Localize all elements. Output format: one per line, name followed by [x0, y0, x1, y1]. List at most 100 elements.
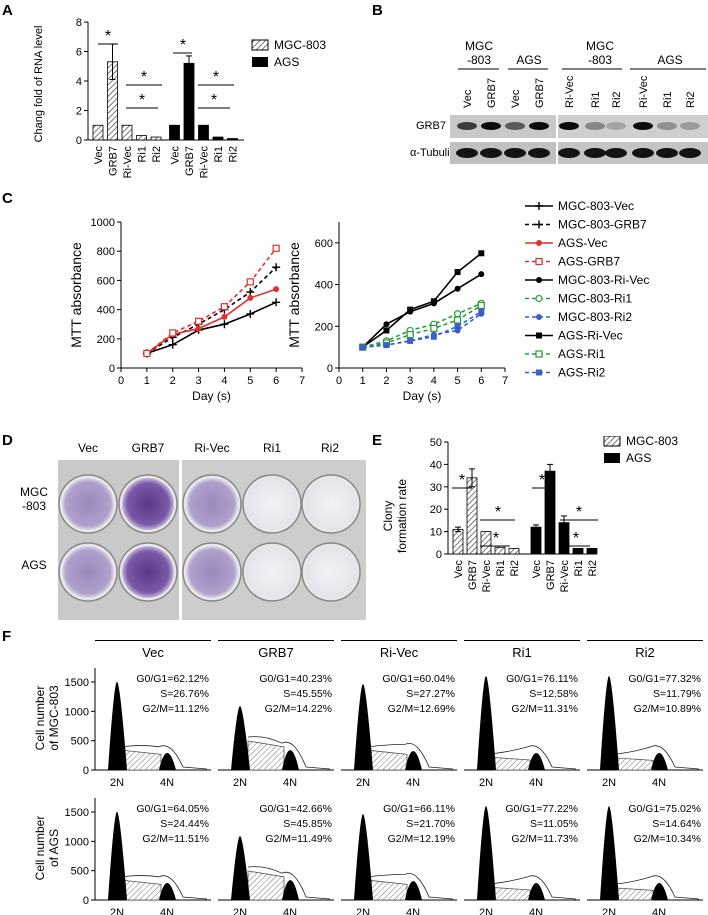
lane-label: GRB7: [486, 78, 498, 108]
x-tick-label: 4N: [283, 907, 297, 915]
panel-a-significance: * * * * * *: [98, 28, 234, 109]
s-phase-area: [124, 880, 162, 901]
plate-col-ri2: Ri2: [321, 441, 339, 455]
stat-s: S=27.27%: [406, 688, 455, 700]
legend-label: MGC-803-Ri-Vec: [558, 273, 649, 287]
sig-star: *: [211, 92, 217, 109]
histogram-outline: [370, 743, 454, 770]
series-line: [362, 302, 482, 348]
stat-g2m: G2/M=11.49%: [265, 833, 332, 845]
x-tick-label: Vec: [531, 560, 543, 579]
stat-s: S=12.58%: [529, 688, 578, 700]
stat-g0g1: G0/G1=76.11%: [506, 673, 578, 685]
x-tick-label: 4N: [406, 907, 420, 915]
data-point: [195, 325, 202, 332]
bar: [150, 136, 162, 141]
bar: [121, 124, 133, 141]
x-axis-title: Day (s): [192, 389, 231, 403]
bar: [452, 528, 464, 555]
g2-peak: [651, 753, 668, 770]
y-tick-label: 500: [71, 866, 89, 878]
x-tick-label: GRB7: [184, 146, 196, 176]
y-tick-label: 1500: [65, 677, 89, 689]
stat-g2m: G2/M=10.34%: [634, 833, 701, 845]
data-point: [383, 342, 390, 349]
plate-row-mgc: MGC: [20, 485, 48, 499]
cc-ylabel-mgc: of MGC-803: [47, 685, 61, 751]
blot-band: [505, 122, 525, 130]
legend-label: MGC-803-Ri2: [558, 310, 632, 324]
x-tick-label: Ri-Vec: [199, 146, 211, 179]
histogram-outline: [616, 745, 700, 770]
x-tick-label: 1: [144, 375, 150, 387]
data-point: [246, 288, 255, 297]
blot-band: [559, 122, 579, 130]
bar: [183, 62, 195, 141]
sig-star: *: [493, 530, 499, 547]
x-tick-label: GRB7: [108, 146, 120, 176]
stat-s: S=26.76%: [160, 688, 209, 700]
bar: [544, 470, 556, 555]
panel-e-ylabel: formation rate: [395, 479, 409, 553]
colony-area: [305, 478, 357, 530]
cc-col-ri2: Ri2: [587, 640, 703, 660]
legend-ags: AGS: [626, 451, 651, 465]
x-tick-label: Vec: [93, 146, 105, 165]
stat-g2m: G2/M=11.31%: [511, 703, 578, 715]
stat-g2m: G2/M=10.89%: [634, 703, 701, 715]
data-point: [247, 294, 254, 301]
data-point: [221, 313, 228, 320]
y-tick-label: 2: [76, 106, 82, 118]
stat-g0g1: G0/G1=40.23%: [259, 673, 332, 685]
y-tick-label: 30: [430, 482, 442, 494]
legend-label: AGS-Vec: [558, 236, 607, 250]
cc-col-grb7: GRB7: [218, 640, 334, 660]
x-tick-label: 4N: [283, 777, 297, 789]
panel-label-c: C: [2, 190, 13, 207]
x-tick-label: 4N: [652, 777, 666, 789]
colony-area: [122, 478, 174, 530]
blot-row-grb7: GRB7: [416, 120, 446, 132]
x-tick-label: 3: [196, 375, 202, 387]
y-tick-label: 8: [76, 17, 82, 29]
legend-swatch-ags: [252, 57, 268, 67]
blot-band: [457, 122, 477, 130]
sig-star: *: [459, 472, 465, 489]
s-phase-area: [124, 750, 162, 771]
series-line: [362, 311, 482, 348]
sig-star: *: [495, 504, 501, 521]
plate-row-ags: AGS: [21, 558, 46, 572]
panel-f-histograms: Cell number of MGC-803 Cell number of AG…: [33, 668, 703, 915]
x-tick-label: 4N: [529, 907, 543, 915]
legend-swatch-ags: [604, 453, 620, 463]
data-point: [536, 277, 542, 283]
y-tick-label: 800: [97, 246, 115, 258]
colony-area: [122, 546, 174, 598]
data-point: [143, 349, 151, 357]
x-tick-label: 2N: [602, 907, 616, 915]
cc-col-vec: Vec: [95, 640, 211, 660]
g2-peak: [528, 883, 545, 900]
x-tick-label: 7: [502, 375, 508, 387]
y-axis-title: MTT absorbance: [68, 242, 84, 348]
series-line: [146, 301, 277, 355]
y-tick-label: 40: [430, 459, 442, 471]
data-point: [383, 321, 390, 328]
y-tick-label: 0: [436, 549, 442, 561]
g1-peak: [600, 676, 619, 770]
x-tick-label: 2N: [110, 907, 124, 915]
g2-peak: [405, 881, 422, 900]
panel-e-significance: * * * * * *: [452, 472, 598, 547]
stat-g0g1: G0/G1=66.11%: [383, 803, 455, 815]
g1-peak: [231, 706, 250, 770]
g1-peak: [108, 811, 127, 900]
colony-area: [62, 478, 114, 530]
stat-s: S=11.79%: [653, 688, 701, 700]
x-tick-label: 2N: [356, 907, 370, 915]
x-tick-label: 6: [273, 375, 279, 387]
x-tick-label: GRB7: [545, 560, 557, 590]
stat-s: S=24.44%: [160, 818, 209, 830]
blot-band: [528, 148, 550, 158]
panel-e-legend: MGC-803 AGS: [603, 436, 678, 465]
x-tick-label: 4: [221, 375, 227, 387]
